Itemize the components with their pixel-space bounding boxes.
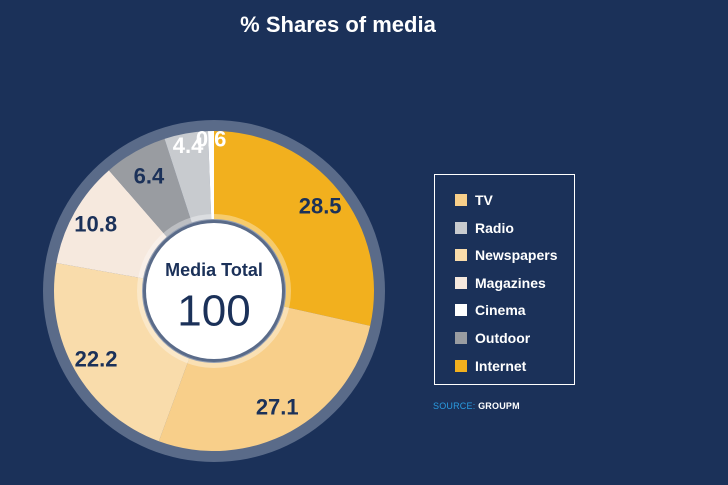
data-label-outdoor: 6.4 xyxy=(134,164,165,189)
chart-title: % Shares of media xyxy=(240,12,436,37)
legend-label-magazines: Magazines xyxy=(475,274,546,291)
legend-item-cinema: Cinema xyxy=(455,301,526,319)
legend-item-radio: Radio xyxy=(455,219,514,237)
slice-outdoor xyxy=(108,138,192,237)
legend-item-internet: Internet xyxy=(455,357,526,375)
legend-label-internet: Internet xyxy=(475,357,527,374)
legend-label-cinema: Cinema xyxy=(475,302,526,319)
source-note: SOURCE: GROUPM xyxy=(433,401,520,411)
legend-label-newspapers: Newspapers xyxy=(475,247,558,264)
legend-item-tv: TV xyxy=(455,191,493,209)
legend-swatch-cinema xyxy=(455,304,467,317)
source-value: GROUPM xyxy=(478,401,520,411)
legend-label-tv: TV xyxy=(475,192,493,208)
data-label-magazines: 10.8 xyxy=(74,211,117,236)
center-circle xyxy=(146,223,282,359)
legend-swatch-outdoor xyxy=(455,332,467,344)
legend-item-outdoor: Outdoor xyxy=(455,329,530,347)
slice-cinema xyxy=(207,131,214,220)
data-label-tv: 27.1 xyxy=(256,394,299,419)
legend-label-outdoor: Outdoor xyxy=(475,330,531,346)
legend-swatch-tv xyxy=(455,194,467,206)
legend-item-magazines: Magazines xyxy=(455,274,546,292)
legend-swatch-internet xyxy=(455,359,467,372)
center-label: Media Total xyxy=(165,260,263,280)
chart-legend: TV Radio Newspapers Magazines Cinema Outdoor I… xyxy=(434,174,575,385)
data-label-newspapers: 22.2 xyxy=(75,346,118,371)
center-value: 100 xyxy=(177,287,250,336)
legend-swatch-newspapers xyxy=(455,249,467,262)
data-label-cinema: 0.6 xyxy=(196,127,227,152)
slice-internet xyxy=(214,131,374,326)
legend-swatch-magazines xyxy=(455,276,467,289)
legend-swatch-radio xyxy=(455,221,467,234)
legend-item-newspapers: Newspapers xyxy=(455,246,557,264)
slice-newspapers xyxy=(53,262,190,442)
data-label-internet: 28.5 xyxy=(299,193,342,218)
slice-radio xyxy=(164,131,212,223)
data-label-radio: 4.4 xyxy=(173,133,204,158)
legend-label-radio: Radio xyxy=(475,219,514,236)
slice-magazines xyxy=(56,170,167,279)
slice-tv xyxy=(158,306,371,452)
source-label: SOURCE: xyxy=(433,401,476,411)
center-band xyxy=(137,214,291,368)
